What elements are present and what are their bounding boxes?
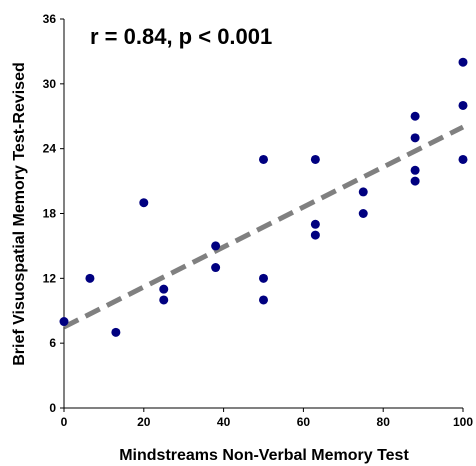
point	[410, 133, 420, 143]
y-tick-label: 0	[49, 401, 56, 415]
point	[410, 165, 420, 175]
point	[458, 100, 468, 110]
x-tick-label: 20	[137, 415, 151, 429]
point	[458, 154, 468, 164]
point	[358, 187, 368, 197]
x-tick-label: 60	[297, 415, 311, 429]
x-tick-label: 100	[453, 415, 473, 429]
x-tick-label: 0	[61, 415, 68, 429]
y-axis-label: Brief Visuospatial Memory Test-Revised	[11, 62, 28, 366]
point	[458, 57, 468, 67]
point	[85, 273, 95, 283]
point	[139, 198, 149, 208]
x-tick-label: 40	[217, 415, 231, 429]
point	[159, 284, 169, 294]
y-tick-label: 12	[43, 271, 57, 285]
point	[310, 154, 320, 164]
point	[211, 241, 221, 251]
point	[159, 295, 169, 305]
x-tick-label: 80	[377, 415, 391, 429]
point	[259, 295, 268, 305]
y-tick-label: 18	[43, 207, 57, 221]
y-tick-label: 6	[49, 336, 56, 350]
y-tick-label: 36	[43, 12, 57, 26]
annotation: r = 0.84, p < 0.001	[90, 24, 272, 49]
y-tick-label: 30	[43, 77, 57, 91]
x-axis-label: Mindstreams Non-Verbal Memory Test	[119, 447, 409, 464]
point	[410, 176, 420, 186]
point	[310, 219, 320, 229]
point	[310, 230, 320, 240]
y-tick-label: 24	[43, 142, 57, 156]
point	[410, 111, 420, 121]
point	[259, 273, 268, 283]
trend-line	[62, 124, 465, 330]
point	[211, 263, 221, 273]
point	[59, 317, 69, 327]
point	[111, 327, 121, 337]
point	[358, 209, 368, 218]
point	[259, 154, 268, 164]
